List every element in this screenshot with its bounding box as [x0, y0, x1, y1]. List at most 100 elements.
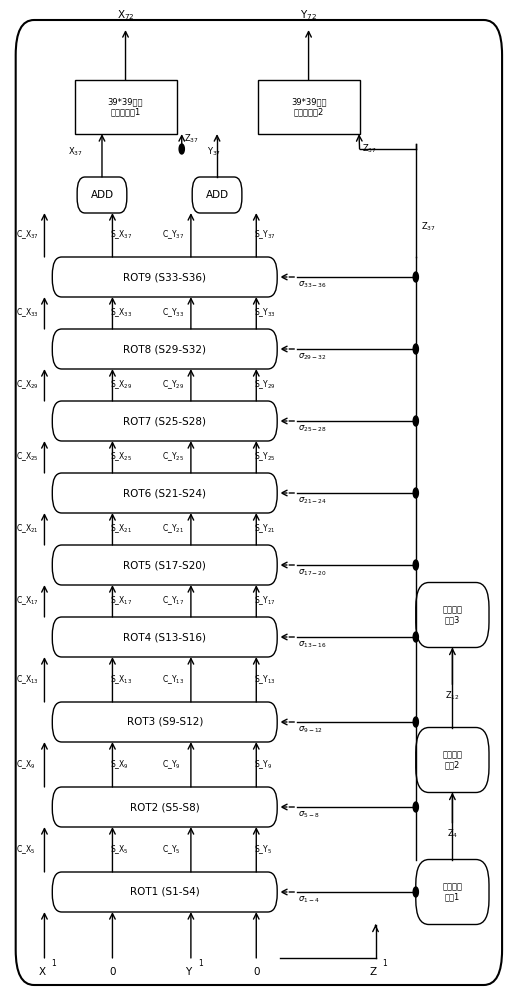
- Text: C_X$_{25}$: C_X$_{25}$: [16, 451, 38, 463]
- Text: $\sigma_{9-12}$: $\sigma_{9-12}$: [298, 725, 323, 735]
- Text: $\sigma_{29-32}$: $\sigma_{29-32}$: [298, 352, 327, 362]
- Text: ROT8 (S29-S32): ROT8 (S29-S32): [123, 344, 206, 354]
- Text: S_X$_{37}$: S_X$_{37}$: [110, 229, 132, 241]
- Text: ROT9 (S33-S36): ROT9 (S33-S36): [123, 272, 206, 282]
- Text: S_Y$_{25}$: S_Y$_{25}$: [254, 451, 275, 463]
- Circle shape: [413, 632, 418, 642]
- Text: S_X$_{9}$: S_X$_{9}$: [110, 758, 129, 771]
- Circle shape: [413, 717, 418, 727]
- Text: C_X$_{21}$: C_X$_{21}$: [16, 523, 38, 535]
- Circle shape: [413, 272, 418, 282]
- Text: C_Y$_{37}$: C_Y$_{37}$: [162, 229, 185, 241]
- Text: S_Y$_{13}$: S_Y$_{13}$: [254, 673, 276, 686]
- FancyBboxPatch shape: [416, 582, 489, 648]
- Text: C_X$_{13}$: C_X$_{13}$: [16, 673, 39, 686]
- FancyBboxPatch shape: [77, 177, 127, 213]
- FancyBboxPatch shape: [52, 473, 277, 513]
- FancyBboxPatch shape: [52, 329, 277, 369]
- Text: $\sigma_{5-8}$: $\sigma_{5-8}$: [298, 810, 320, 820]
- Text: Z: Z: [369, 967, 377, 977]
- FancyBboxPatch shape: [16, 20, 502, 985]
- FancyBboxPatch shape: [52, 545, 277, 585]
- FancyBboxPatch shape: [52, 702, 277, 742]
- Text: C_Y$_{33}$: C_Y$_{33}$: [162, 307, 185, 319]
- Text: $\sigma_{21-24}$: $\sigma_{21-24}$: [298, 496, 327, 506]
- Text: C_Y$_{9}$: C_Y$_{9}$: [162, 758, 181, 771]
- Circle shape: [413, 560, 418, 570]
- FancyBboxPatch shape: [52, 872, 277, 912]
- Text: ADD: ADD: [206, 190, 229, 200]
- Text: S_Y$_{21}$: S_Y$_{21}$: [254, 523, 275, 535]
- Text: C_Y$_{17}$: C_Y$_{17}$: [162, 595, 185, 607]
- Text: ROT1 (S1-S4): ROT1 (S1-S4): [130, 887, 200, 897]
- Text: C_X$_{33}$: C_X$_{33}$: [16, 307, 39, 319]
- Circle shape: [413, 416, 418, 426]
- Text: X: X: [38, 967, 46, 977]
- Text: Y: Y: [185, 967, 191, 977]
- Text: 1: 1: [198, 960, 203, 968]
- Text: X$_{72}$: X$_{72}$: [117, 8, 134, 22]
- Text: C_X$_{5}$: C_X$_{5}$: [16, 843, 35, 856]
- FancyBboxPatch shape: [416, 859, 489, 924]
- Text: ADD: ADD: [90, 190, 113, 200]
- Text: C_Y$_{21}$: C_Y$_{21}$: [162, 523, 184, 535]
- Text: S_X$_{33}$: S_X$_{33}$: [110, 307, 132, 319]
- Text: S_X$_{17}$: S_X$_{17}$: [110, 595, 132, 607]
- Text: Z$_{37}$: Z$_{37}$: [422, 221, 436, 233]
- Text: S_X$_{13}$: S_X$_{13}$: [110, 673, 132, 686]
- Text: ROT5 (S17-S20): ROT5 (S17-S20): [123, 560, 206, 570]
- Text: ROT6 (S21-S24): ROT6 (S21-S24): [123, 488, 206, 498]
- Text: 旋转方向
预测1: 旋转方向 预测1: [442, 882, 462, 902]
- Text: ROT7 (S25-S28): ROT7 (S25-S28): [123, 416, 206, 426]
- Text: ROT3 (S9-S12): ROT3 (S9-S12): [127, 717, 203, 727]
- Circle shape: [413, 887, 418, 897]
- Text: Z$_4$: Z$_4$: [447, 828, 458, 840]
- Text: $\sigma_{33-36}$: $\sigma_{33-36}$: [298, 280, 327, 290]
- Text: C_X$_{17}$: C_X$_{17}$: [16, 595, 39, 607]
- Text: ROT4 (S13-S16): ROT4 (S13-S16): [123, 632, 206, 642]
- Text: S_Y$_{17}$: S_Y$_{17}$: [254, 595, 276, 607]
- Text: S_Y$_{5}$: S_Y$_{5}$: [254, 843, 272, 856]
- Text: Z$_{37}$: Z$_{37}$: [362, 143, 377, 155]
- FancyBboxPatch shape: [52, 617, 277, 657]
- Text: C_X$_{37}$: C_X$_{37}$: [16, 229, 39, 241]
- Text: 0: 0: [253, 967, 259, 977]
- FancyBboxPatch shape: [52, 257, 277, 297]
- Bar: [74, 80, 176, 134]
- Text: C_X$_{29}$: C_X$_{29}$: [16, 379, 39, 391]
- Circle shape: [413, 802, 418, 812]
- Text: Z$_{37}$: Z$_{37}$: [185, 133, 199, 145]
- Circle shape: [413, 488, 418, 498]
- Text: $\sigma_{25-28}$: $\sigma_{25-28}$: [298, 424, 327, 434]
- Text: 0: 0: [109, 967, 116, 977]
- Text: S_X$_{5}$: S_X$_{5}$: [110, 843, 129, 856]
- Text: C_Y$_{25}$: C_Y$_{25}$: [162, 451, 184, 463]
- FancyBboxPatch shape: [52, 787, 277, 827]
- Circle shape: [179, 144, 185, 154]
- Text: C_Y$_{5}$: C_Y$_{5}$: [162, 843, 181, 856]
- Text: X$_{37}$: X$_{37}$: [69, 146, 83, 158]
- Text: S_Y$_{37}$: S_Y$_{37}$: [254, 229, 276, 241]
- Text: 39*39定制
定点乘法器1: 39*39定制 定点乘法器1: [108, 97, 143, 117]
- FancyBboxPatch shape: [192, 177, 242, 213]
- Text: $\sigma_{1-4}$: $\sigma_{1-4}$: [298, 895, 320, 905]
- Text: $\sigma_{17-20}$: $\sigma_{17-20}$: [298, 568, 327, 578]
- Text: C_Y$_{13}$: C_Y$_{13}$: [162, 673, 185, 686]
- Text: C_Y$_{29}$: C_Y$_{29}$: [162, 379, 184, 391]
- Text: Y$_{72}$: Y$_{72}$: [300, 8, 317, 22]
- Text: S_Y$_{33}$: S_Y$_{33}$: [254, 307, 276, 319]
- Text: S_Y$_{29}$: S_Y$_{29}$: [254, 379, 276, 391]
- Text: S_X$_{29}$: S_X$_{29}$: [110, 379, 132, 391]
- FancyBboxPatch shape: [52, 401, 277, 441]
- Text: C_X$_{9}$: C_X$_{9}$: [16, 758, 35, 771]
- Bar: [257, 80, 360, 134]
- FancyBboxPatch shape: [416, 728, 489, 792]
- Text: $\sigma_{13-16}$: $\sigma_{13-16}$: [298, 640, 327, 650]
- Text: Z$_{12}$: Z$_{12}$: [445, 689, 460, 702]
- Text: 1: 1: [382, 960, 388, 968]
- Circle shape: [413, 344, 418, 354]
- Text: 旋转方向
预测2: 旋转方向 预测2: [442, 750, 462, 770]
- Text: 39*39定制
定点乘法器2: 39*39定制 定点乘法器2: [291, 97, 326, 117]
- Text: ROT2 (S5-S8): ROT2 (S5-S8): [130, 802, 200, 812]
- Text: S_X$_{21}$: S_X$_{21}$: [110, 523, 132, 535]
